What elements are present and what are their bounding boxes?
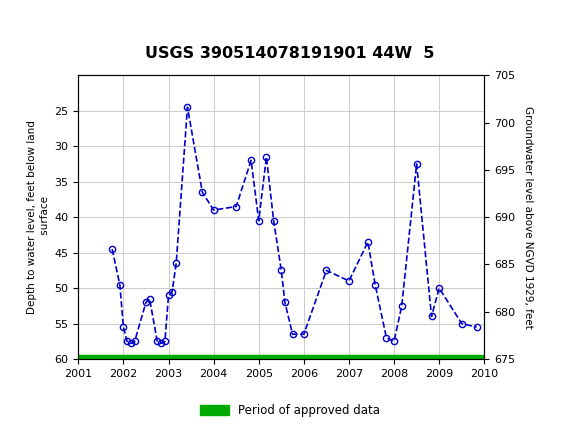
Bar bbox=[78, 355, 484, 359]
Text: ≋ USGS: ≋ USGS bbox=[10, 14, 81, 31]
Y-axis label: Depth to water level, feet below land
 surface: Depth to water level, feet below land su… bbox=[27, 120, 50, 314]
Legend: Period of approved data: Period of approved data bbox=[195, 399, 385, 422]
Y-axis label: Groundwater level above NGVD 1929, feet: Groundwater level above NGVD 1929, feet bbox=[524, 106, 534, 329]
Text: USGS 390514078191901 44W  5: USGS 390514078191901 44W 5 bbox=[145, 46, 435, 61]
